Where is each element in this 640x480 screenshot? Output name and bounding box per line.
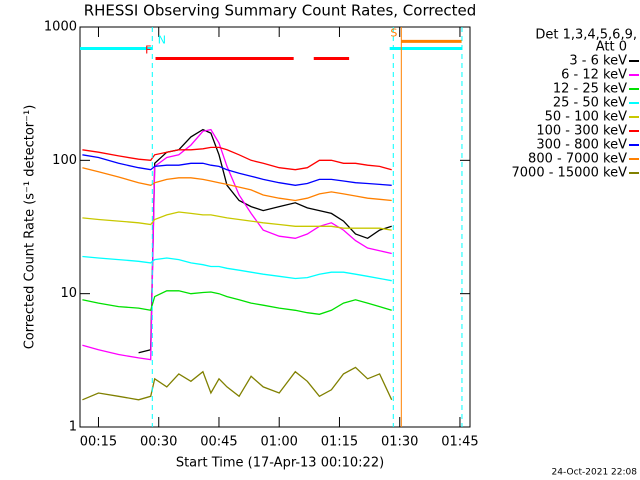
legend-label: 7000 - 15000 keV [512,166,628,181]
y-tick-label: 100 [52,153,77,168]
flag-label: S [390,26,397,39]
chart-title: RHESSI Observing Summary Count Rates, Co… [84,2,477,20]
x-tick-label: 00:15 [80,435,117,450]
y-tick-label: 1000 [44,20,77,35]
legend-label: 100 - 300 keV [536,124,627,139]
x-tick-label: 01:00 [260,435,297,450]
plot-frame [79,26,471,428]
x-tick-label: 00:30 [140,435,177,450]
legend-label: 800 - 7000 keV [528,152,627,167]
series-line [82,211,392,231]
legend-title: Att 0 [596,40,627,55]
y-tick-label: 10 [60,286,77,301]
series-line [82,154,392,186]
legend-label: 50 - 100 keV [545,110,628,125]
x-tick-label: 00:45 [200,435,237,450]
flag-label: F [145,44,151,57]
series-line [82,128,392,361]
legend-label: 3 - 6 keV [569,54,627,69]
series-line [82,167,392,202]
y-axis-label: Corrected Count Rate (s⁻¹ detector⁻¹) [23,105,38,350]
legend-label: 25 - 50 keV [553,96,627,111]
footer-date: 24-Oct-2021 22:08 [552,468,638,478]
legend-title: Det 1,3,4,5,6,9, [535,28,637,43]
legend-label: 6 - 12 keV [561,68,627,83]
y-tick-label: 1 [69,420,77,435]
legend-label: 300 - 800 keV [536,138,627,153]
series-line [82,255,392,282]
x-tick-label: 01:15 [321,435,358,450]
series-line [82,366,393,401]
flag-label: N [158,33,166,46]
series-line [82,290,392,315]
legend-label: 12 - 25 keV [553,82,627,97]
x-tick-label: 01:45 [441,435,478,450]
x-tick-label: 01:30 [381,435,418,450]
series-line [82,146,392,171]
x-axis-label: Start Time (17-Apr-13 00:10:22) [176,456,384,471]
